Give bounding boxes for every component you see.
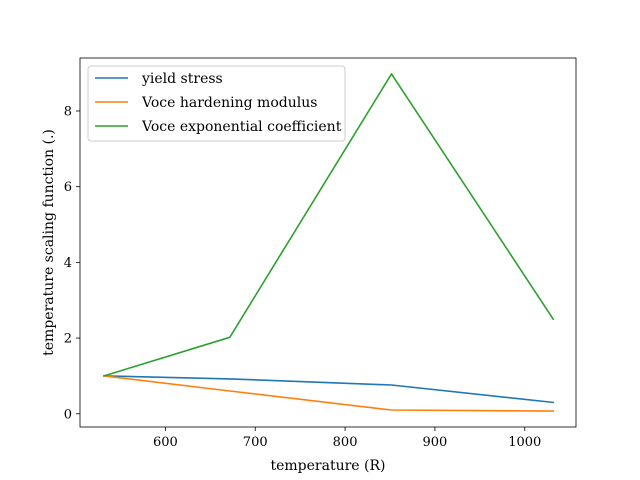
x-tick-label: 1000 [508, 435, 541, 450]
y-tick-label: 2 [64, 332, 72, 347]
legend-label: Voce hardening modulus [141, 95, 317, 111]
legend-box [87, 65, 346, 142]
legend-label: Voce exponential coefficient [141, 119, 342, 135]
x-tick-label: 700 [243, 435, 268, 450]
plot-frame [79, 57, 577, 428]
series-line-1 [103, 375, 555, 404]
x-tick-label: 800 [333, 435, 358, 450]
y-tick-label: 4 [64, 256, 72, 271]
series-line-3 [103, 73, 555, 377]
legend: yield stress Voce hardening modulus Voce e… [87, 65, 346, 142]
y-tick-label: 0 [64, 407, 72, 422]
y-axis-ticks: 0 2 4 6 8 [64, 104, 80, 422]
x-axis-ticks: 600 700 800 900 1000 [153, 427, 541, 450]
y-axis-label: temperature scaling function (.) [41, 129, 57, 356]
y-tick-label: 8 [64, 104, 72, 119]
legend-label: yield stress [141, 71, 223, 87]
series-line-2 [103, 375, 555, 412]
x-axis-label: temperature (R) [270, 458, 385, 474]
x-tick-label: 900 [423, 435, 448, 450]
y-tick-label: 6 [64, 180, 72, 195]
x-tick-label: 600 [153, 435, 178, 450]
series-lines [103, 73, 555, 412]
